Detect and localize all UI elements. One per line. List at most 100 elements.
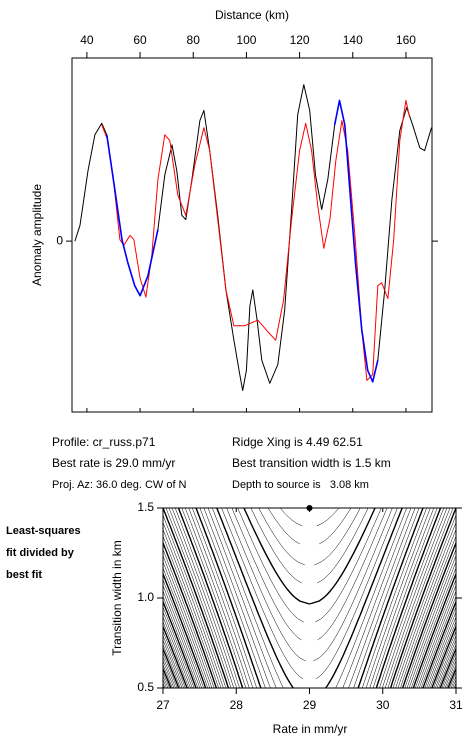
x-tick-label: 29 xyxy=(303,698,317,712)
info-text: Depth to source is 3.08 km xyxy=(232,479,369,491)
x-tick-label: 140 xyxy=(343,33,363,47)
contour-line xyxy=(163,621,190,688)
top-plot-frame xyxy=(71,57,433,413)
contour-line xyxy=(163,630,186,688)
contour-line xyxy=(433,630,456,688)
contour-line xyxy=(397,528,456,688)
side-label: fit divided by xyxy=(6,547,75,559)
contour-line xyxy=(365,508,431,688)
contour-lines xyxy=(163,508,456,688)
contour-line xyxy=(406,555,456,688)
contour-line xyxy=(387,508,454,688)
contour-line xyxy=(250,508,302,584)
contour-line xyxy=(174,508,240,688)
contour-line xyxy=(408,561,456,688)
contour-line xyxy=(163,521,224,688)
contour-line xyxy=(384,508,451,688)
contour-line xyxy=(184,508,250,688)
contour-line xyxy=(181,508,247,688)
contour-line xyxy=(163,508,230,688)
contour-line xyxy=(438,643,456,688)
contour-line xyxy=(415,579,456,688)
y-tick-label: 1.5 xyxy=(137,500,154,514)
contour-line xyxy=(314,508,361,566)
contour-line xyxy=(335,508,407,688)
contour-line xyxy=(417,584,456,688)
contour-line xyxy=(163,572,207,688)
contour-line xyxy=(422,599,456,688)
x-tick-label: 28 xyxy=(230,698,244,712)
contour-line xyxy=(353,508,420,688)
contour-line xyxy=(226,508,306,662)
contour-line xyxy=(424,606,456,688)
contour-line xyxy=(436,639,456,688)
contour-line xyxy=(325,508,403,688)
contour-line xyxy=(163,675,169,688)
contour-line xyxy=(267,508,300,545)
contour-line xyxy=(280,508,303,527)
contour-line xyxy=(404,548,456,688)
contour-line xyxy=(163,528,222,688)
x-tick-label: 30 xyxy=(376,698,390,712)
contour-line xyxy=(401,540,456,688)
contour-line xyxy=(212,508,284,688)
x-tick-label: 31 xyxy=(449,698,463,712)
contour-line xyxy=(237,508,304,623)
contour-line xyxy=(163,567,208,688)
contour-line xyxy=(163,624,188,688)
contour-line xyxy=(426,611,456,688)
x-tick-label: 80 xyxy=(187,33,201,47)
contour-line xyxy=(429,621,456,688)
contour-line xyxy=(163,579,204,688)
contour-line xyxy=(379,508,445,688)
contour-line xyxy=(375,508,442,688)
contour-line xyxy=(372,508,438,688)
contour-line xyxy=(418,590,456,688)
info-text: Ridge Xing is 4.49 62.51 xyxy=(232,435,363,449)
contour-line xyxy=(163,656,176,688)
contour-line xyxy=(400,535,456,688)
x-tick-label: 40 xyxy=(80,33,94,47)
contour-line xyxy=(411,567,456,688)
contour-line xyxy=(317,508,369,584)
contour-line xyxy=(163,595,199,688)
info-text: Best transition width is 1.5 km xyxy=(232,456,391,470)
contour-line xyxy=(163,643,181,688)
contour-line xyxy=(163,540,218,688)
contour-line xyxy=(216,508,294,688)
contour-line xyxy=(258,508,305,566)
y-tick-label: 0.5 xyxy=(137,680,154,694)
contour-line xyxy=(163,555,213,688)
y-axis-title: Anomaly amplitude xyxy=(30,184,44,286)
contour-line xyxy=(203,508,271,688)
contour-line xyxy=(163,535,219,688)
y-tick-label: 0 xyxy=(56,233,63,247)
contour-line xyxy=(315,508,398,680)
contour-line xyxy=(192,508,257,688)
contour-line xyxy=(395,521,456,688)
contour-line xyxy=(163,590,201,688)
contour-line xyxy=(168,508,235,688)
contour-line xyxy=(171,508,237,688)
contour-line xyxy=(313,508,393,662)
contour-line xyxy=(188,508,254,688)
x-tick-label: 160 xyxy=(396,33,416,47)
line-series xyxy=(106,99,379,383)
side-label: best fit xyxy=(6,569,42,581)
contour-line xyxy=(163,548,215,688)
contour-line xyxy=(163,599,197,688)
info-text: Proj. Az: 36.0 deg. CW of N xyxy=(52,479,187,491)
x-tick-label: 120 xyxy=(290,33,310,47)
contour-line xyxy=(199,508,266,688)
x-tick-label: 27 xyxy=(156,698,170,712)
contour-line xyxy=(357,508,424,688)
contour-line xyxy=(348,508,416,688)
contour-line xyxy=(195,508,262,688)
contour-line xyxy=(309,508,376,605)
best-fit-point xyxy=(306,505,313,511)
contour-line xyxy=(163,611,193,688)
contour-line xyxy=(243,508,310,605)
x-tick-label: 60 xyxy=(133,33,147,47)
contour-line xyxy=(231,508,302,641)
